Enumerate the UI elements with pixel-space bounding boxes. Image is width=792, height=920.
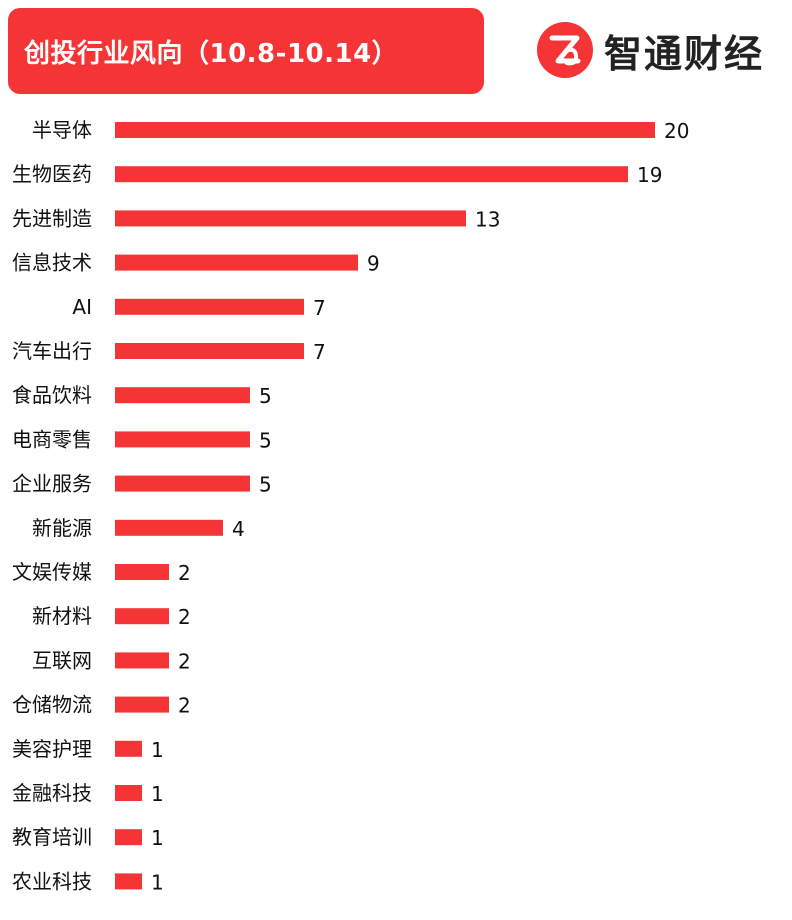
bar	[115, 254, 358, 271]
header-banner: 创投行业风向（10.8-10.14）	[8, 8, 484, 94]
value-label: 2	[178, 561, 191, 585]
value-label: 7	[313, 340, 326, 364]
bar	[115, 608, 169, 625]
bar	[115, 829, 142, 846]
value-label: 7	[313, 296, 326, 320]
value-label: 1	[151, 826, 164, 850]
category-label: 教育培训	[12, 825, 92, 849]
category-label: 新材料	[32, 604, 92, 628]
category-label: 食品饮料	[12, 383, 92, 407]
category-label: 信息技术	[12, 251, 92, 275]
category-label: 互联网	[32, 648, 92, 672]
bar	[115, 519, 223, 536]
value-label: 13	[475, 207, 500, 231]
category-label: 半导体	[32, 118, 92, 142]
bar	[115, 696, 169, 713]
bar	[115, 431, 250, 448]
bar	[115, 387, 250, 404]
brand-logo-group: 智通财经	[536, 20, 764, 80]
bar	[115, 122, 655, 138]
category-label: 先进制造	[12, 206, 92, 230]
bar	[115, 475, 250, 492]
value-label: 5	[259, 473, 272, 497]
value-label: 2	[178, 649, 191, 673]
bar	[115, 564, 169, 580]
category-label: 美容护理	[12, 737, 92, 761]
bar	[115, 210, 466, 227]
value-label: 5	[259, 384, 272, 408]
value-label: 5	[259, 428, 272, 452]
category-label: 汽车出行	[12, 339, 92, 363]
bar	[115, 873, 142, 890]
category-label: 文娱传媒	[12, 560, 92, 584]
bar	[115, 740, 142, 757]
value-label: 4	[232, 517, 245, 541]
bar	[115, 166, 628, 183]
category-label: 生物医药	[12, 162, 92, 186]
bar	[115, 298, 304, 315]
category-label: 新能源	[32, 516, 92, 540]
bar	[115, 652, 169, 669]
category-label: 企业服务	[12, 472, 92, 496]
category-label: 电商零售	[12, 427, 92, 451]
category-label: 农业科技	[12, 869, 92, 893]
value-label: 20	[664, 119, 689, 143]
chart-title: 创投行业风向（10.8-10.14）	[24, 38, 399, 69]
value-label: 9	[367, 252, 380, 276]
value-label: 19	[637, 163, 662, 187]
value-label: 2	[178, 694, 191, 718]
category-label: 仓储物流	[12, 693, 92, 717]
bar	[115, 343, 304, 359]
value-label: 1	[151, 782, 164, 806]
value-label: 2	[178, 605, 191, 629]
value-label: 1	[151, 870, 164, 894]
category-label: 金融科技	[12, 781, 92, 805]
value-label: 1	[151, 738, 164, 762]
bar	[115, 785, 142, 801]
brand-name: 智通财经	[604, 30, 765, 76]
category-label: AI	[72, 295, 92, 319]
zhitong-logo-icon	[537, 22, 593, 78]
